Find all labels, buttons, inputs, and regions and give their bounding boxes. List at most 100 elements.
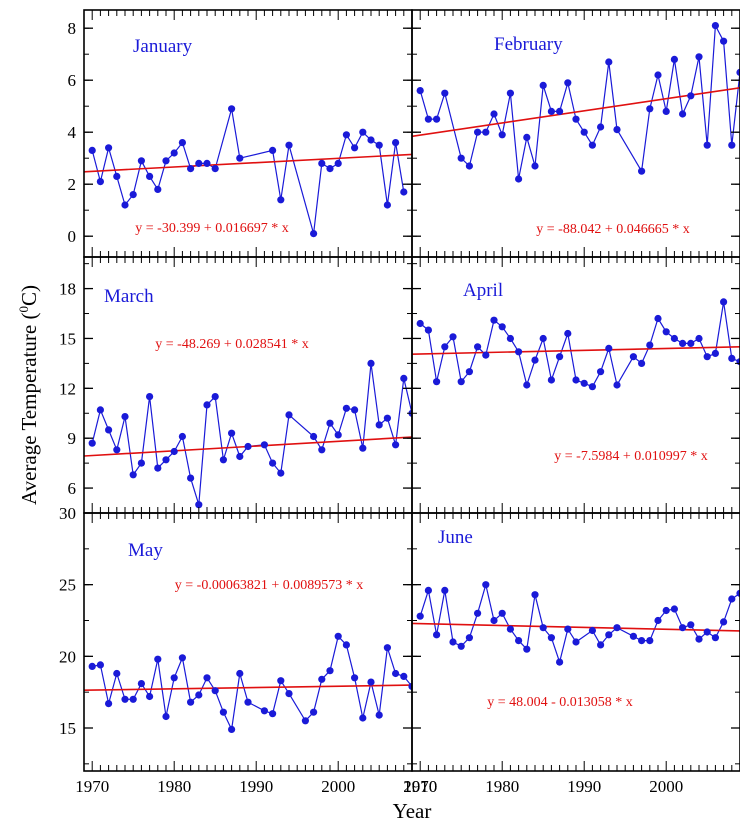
panel-february-data-point (556, 107, 564, 115)
x-tick-label: 1980 (485, 777, 519, 796)
panel-june-data-point (523, 645, 531, 653)
panel-may-data-point (383, 644, 391, 652)
panel-april-data-point (556, 353, 564, 361)
panel-january-data-point (392, 139, 400, 147)
panel-january-data-point (351, 144, 359, 152)
panel-january-data-point (162, 157, 170, 165)
x-tick-label: 1970 (75, 777, 109, 796)
panel-may-data-point (375, 711, 383, 719)
panel-may-data-point (277, 677, 285, 685)
panel-january-data-point (228, 105, 236, 113)
x-tick-label: 1980 (157, 777, 191, 796)
panel-may-y-tick-label: 20 (59, 647, 76, 666)
panel-june-data-point (588, 626, 597, 635)
panel-february-data-point (482, 128, 490, 136)
panel-april-data-point (531, 356, 539, 364)
panel-may-title: May (128, 540, 163, 561)
panel-march-data-point (326, 419, 334, 427)
panel-january: January y = -30.399 + 0.016697 * x 0 2 4 6 8 (68, 10, 413, 257)
panel-june-data-point (670, 605, 679, 613)
panel-january-data-point (154, 185, 162, 193)
panel-april-data-point (646, 341, 654, 349)
panel-april-data-point (572, 376, 580, 384)
panel-march-data-point (400, 374, 408, 382)
panel-may-data-point (178, 654, 186, 662)
panel-january-data-point (129, 191, 137, 199)
panel-march-data-point (244, 442, 252, 451)
panel-may-data-point (367, 678, 375, 686)
panel-january-data-point (375, 141, 383, 149)
panel-may-data-point (121, 695, 129, 703)
panel-april-data-point (424, 326, 432, 334)
panel-january-data-point (285, 141, 293, 149)
panel-may-data-point (162, 712, 170, 721)
panel-june-data-point (662, 606, 670, 615)
panel-january-data-point (334, 159, 342, 167)
panel-june-data-point (711, 634, 720, 642)
panel-june-data-point (572, 638, 580, 646)
panel-march-data-point (121, 413, 129, 421)
panel-april-data-point (449, 333, 457, 341)
panel-march-data-point (236, 452, 244, 461)
panel-april-data-point (670, 334, 679, 343)
panel-april-data-point (605, 344, 613, 352)
y-axis-title: Average Temperature (0C) (16, 285, 41, 505)
panel-january-y-tick-label: 6 (68, 71, 77, 90)
panel-may: May y = -0.00063821 + 0.0089573 * x 15 20 25… (59, 504, 413, 771)
panel-january-data-point (137, 157, 145, 165)
panel-march-data-point (96, 406, 104, 414)
panel-february-data-point (720, 37, 728, 45)
panel-april-data-point (728, 354, 736, 362)
panel-may-data-point (203, 674, 211, 682)
panel-may-data-point (137, 680, 145, 688)
panel-april-data-point (465, 368, 473, 376)
panel-march-data-point (154, 464, 162, 472)
panel-april-data-point (597, 368, 605, 376)
panel-january-series-line (91, 108, 405, 234)
panel-june-data-point (531, 591, 539, 599)
panel-april-data-point (720, 298, 728, 306)
panel-june-data-point (728, 595, 736, 603)
panel-march-data-point (359, 444, 367, 452)
panel-march-data-point (367, 359, 375, 367)
panel-may-data-point (96, 661, 104, 669)
panel-january-y-tick-label: 0 (68, 227, 77, 246)
panel-may-data-point (244, 698, 252, 706)
panel-june-data-point (720, 618, 728, 626)
panel-february-data-point (687, 92, 695, 100)
panel-february-data-point (441, 89, 449, 97)
panel-february-data-point (695, 53, 703, 61)
panel-february-data-point (424, 115, 432, 123)
panel-june-data-point (564, 625, 572, 633)
panel-june-data-point (597, 641, 605, 649)
panel-january-data-point (178, 139, 186, 147)
panel-june-data-point (416, 612, 424, 620)
frame-layer (83, 9, 740, 772)
x-tick-label: 1990 (239, 777, 273, 796)
panel-january-data-point (121, 201, 129, 209)
panel-march-data-point (211, 393, 219, 401)
panel-march-data-point (170, 447, 178, 456)
panel-march-data-point (137, 459, 145, 467)
panel-february-data-point (679, 110, 687, 118)
panel-june-data-point (695, 635, 703, 643)
panel-march-data-point (162, 456, 170, 464)
panel-may-data-point (129, 695, 137, 703)
panel-may-data-point (170, 674, 178, 682)
panel-february-data-point (433, 115, 441, 123)
panel-february-data-point (416, 87, 424, 95)
panel-april-data-point (613, 381, 621, 389)
panel-may-data-point (211, 687, 219, 695)
panel-january-title: January (133, 36, 193, 57)
panel-june-data-point (457, 642, 465, 650)
panel-february-data-point (564, 79, 572, 87)
panel-april-data-point (687, 339, 695, 347)
panel-may-data-point (310, 708, 318, 716)
panel-february-data-point (662, 107, 670, 115)
panel-march-series-line (91, 363, 412, 505)
x-tick-label: 1990 (567, 777, 601, 796)
panel-march-y-tick-label: 18 (59, 280, 76, 299)
panel-january-data-point (88, 146, 96, 154)
panel-february-data-point (523, 133, 531, 141)
